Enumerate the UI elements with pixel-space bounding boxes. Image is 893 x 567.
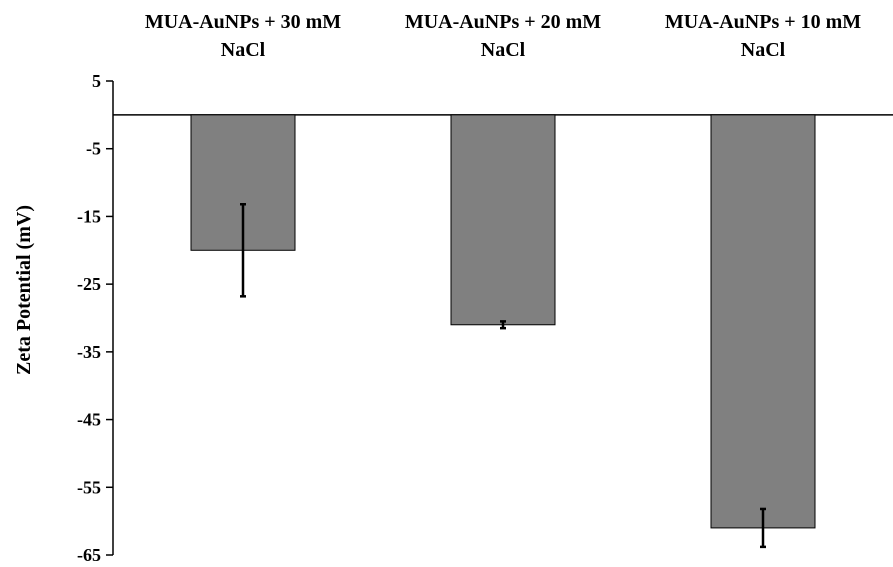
error-bars <box>240 202 766 549</box>
y-tick-label: -25 <box>77 274 101 294</box>
y-tick-label: -35 <box>77 342 101 362</box>
category-label: MUA-AuNPs + 10 mM <box>665 11 861 33</box>
category-label: MUA-AuNPs + 20 mM <box>405 11 601 33</box>
y-tick-label: -55 <box>77 477 101 497</box>
category-label: NaCl <box>741 39 786 61</box>
category-label: NaCl <box>221 39 266 61</box>
y-tick-label: 5 <box>92 71 101 91</box>
bar <box>710 114 816 529</box>
y-tick-label: -15 <box>77 206 101 226</box>
category-labels: MUA-AuNPs + 30 mM NaCl MUA-AuNPs + 20 mM Na… <box>145 11 861 61</box>
y-axis-title: Zeta Potential (mV) <box>13 205 35 375</box>
category-label: NaCl <box>481 39 526 61</box>
y-tick-label: -5 <box>86 139 101 159</box>
y-tick-label: -45 <box>77 410 101 430</box>
category-label: MUA-AuNPs + 30 mM <box>145 11 341 33</box>
y-axis-ticks: 5 -5 -15 -25 -35 -45 -55 -65 <box>77 71 113 565</box>
y-tick-label: -65 <box>77 545 101 565</box>
bar <box>450 114 556 326</box>
